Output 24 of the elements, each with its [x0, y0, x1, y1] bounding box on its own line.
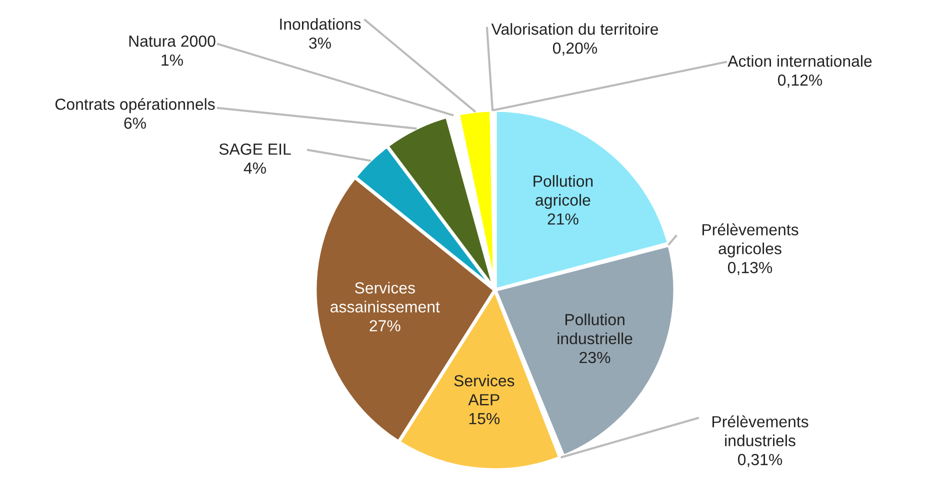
- slice-label: Prélèvements industriels: [712, 415, 808, 446]
- data-label: 0,20%: [552, 42, 598, 56]
- data-label: 0,13%: [728, 262, 772, 276]
- slice-label: Natura 2000: [129, 36, 216, 47]
- slice-label: Pollution industrielle: [558, 314, 632, 344]
- slice-label: Inondations: [280, 18, 361, 30]
- data-label: 0,31%: [738, 454, 782, 468]
- slice-label: SAGE EIL: [219, 144, 291, 155]
- slice-label: Pollution agricole: [534, 175, 593, 209]
- data-label: 23%: [580, 352, 610, 364]
- slice-label: Services assainissement: [330, 282, 440, 313]
- data-label: 4%: [244, 162, 266, 174]
- slice-label: Prélèvements agricoles: [702, 223, 798, 258]
- slice-label: Services AEP: [454, 374, 514, 406]
- data-label: 3%: [309, 37, 331, 49]
- data-label: 1%: [162, 54, 183, 66]
- data-label: 21%: [548, 213, 578, 225]
- data-label: 27%: [370, 320, 400, 332]
- slice-label: Contrats opérationnels: [55, 98, 215, 114]
- data-label: 6%: [124, 118, 146, 129]
- data-label: 15%: [469, 413, 500, 424]
- slice-label: Valorisation du territoire: [491, 23, 658, 35]
- data-label: 0,12%: [778, 74, 822, 88]
- slice-label: Action internationale: [728, 55, 872, 67]
